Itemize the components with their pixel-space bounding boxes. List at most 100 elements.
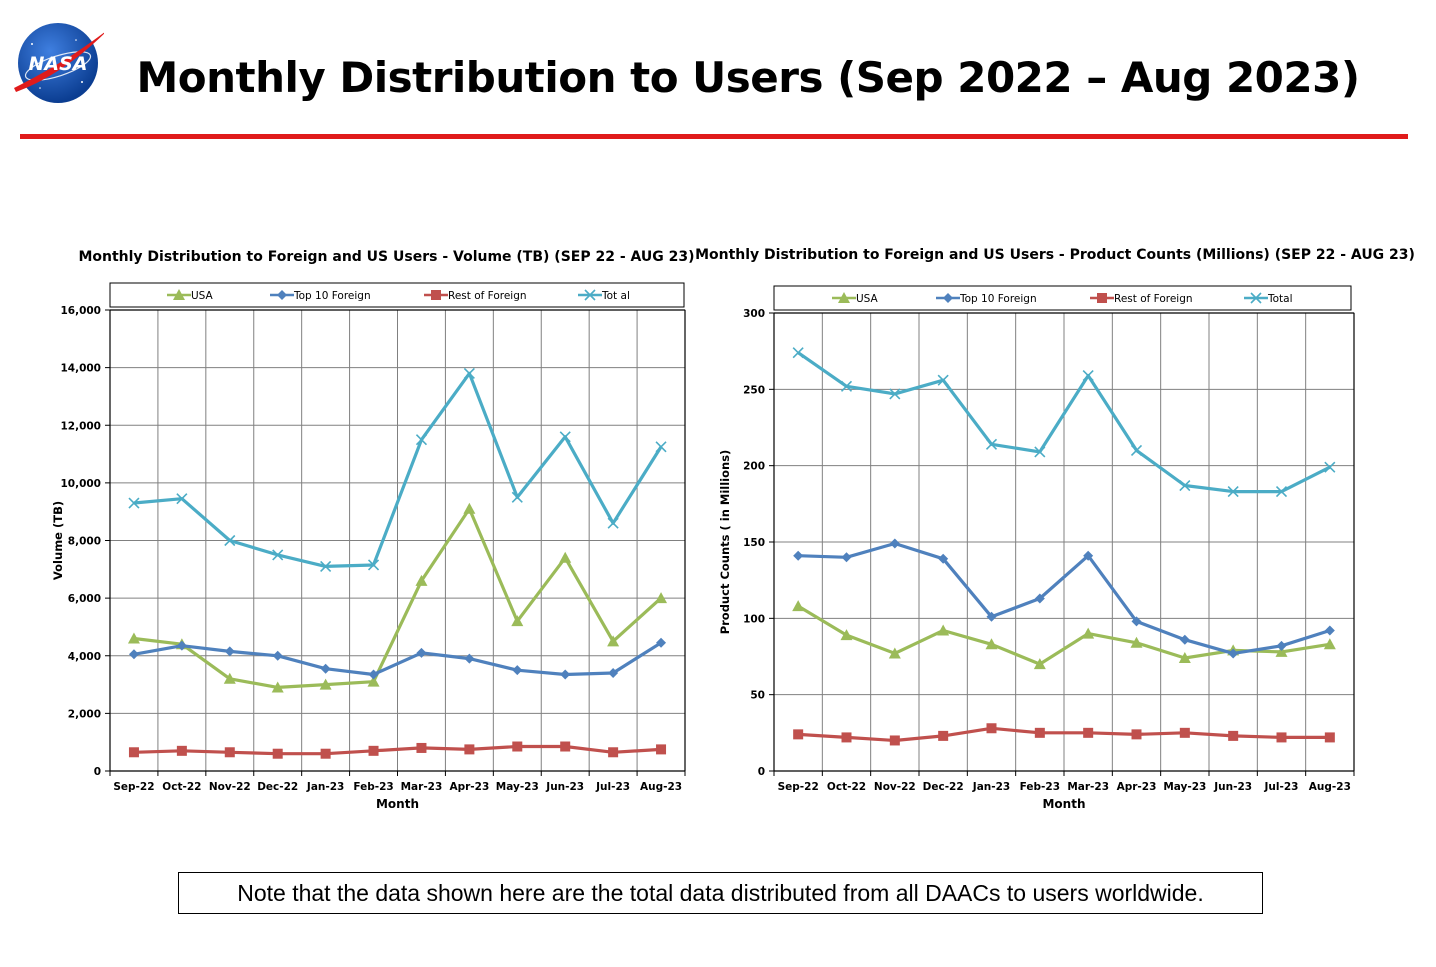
data-point xyxy=(1033,658,1046,670)
x-tick-label: Feb-23 xyxy=(353,781,393,793)
data-point xyxy=(938,730,949,741)
data-point xyxy=(224,747,235,758)
data-point xyxy=(560,741,571,752)
x-tick-label: Oct-22 xyxy=(162,781,201,793)
title-divider xyxy=(20,134,1408,139)
data-point xyxy=(559,551,572,563)
y-tick-label: 100 xyxy=(743,613,765,625)
y-tick-label: 14,000 xyxy=(60,363,101,375)
data-point xyxy=(1130,444,1143,456)
data-point xyxy=(224,646,235,657)
y-tick-label: 16,000 xyxy=(60,305,101,317)
data-point xyxy=(985,438,998,450)
x-tick-label: Jul-23 xyxy=(1264,781,1299,793)
series-line xyxy=(797,351,1331,494)
series-line xyxy=(798,726,1330,743)
chart-title: Monthly Distribution to Foreign and US U… xyxy=(695,247,1415,263)
data-point xyxy=(889,735,900,746)
x-tick-label: May-23 xyxy=(1163,781,1206,793)
data-point xyxy=(127,632,140,644)
data-point xyxy=(792,600,805,612)
data-point xyxy=(1228,730,1239,741)
legend-triangle-marker xyxy=(173,289,185,300)
data-point xyxy=(319,678,332,690)
data-point xyxy=(1034,446,1046,458)
data-point xyxy=(1276,732,1287,743)
legend-label: Rest of Foreign xyxy=(1114,293,1193,305)
x-tick-label: Dec-22 xyxy=(257,781,298,793)
data-point xyxy=(607,517,619,529)
x-axis-label: Month xyxy=(1042,797,1085,811)
data-point xyxy=(320,748,331,759)
data-point xyxy=(1178,652,1191,664)
data-point xyxy=(463,502,476,514)
data-point xyxy=(128,747,139,758)
data-point xyxy=(607,635,620,647)
y-tick-label: 0 xyxy=(94,766,101,778)
data-point xyxy=(512,741,523,752)
data-point xyxy=(1083,550,1094,561)
y-tick-label: 4,000 xyxy=(68,651,101,663)
x-tick-label: Apr-23 xyxy=(1117,781,1157,793)
x-tick-label: Apr-23 xyxy=(449,781,489,793)
page-title: Monthly Distribution to Users (Sep 2022 … xyxy=(136,53,1360,102)
legend-x-marker xyxy=(1250,292,1262,304)
data-point xyxy=(608,747,619,758)
legend-label: USA xyxy=(856,293,879,305)
data-point xyxy=(416,647,427,658)
data-point xyxy=(415,574,428,586)
data-point xyxy=(986,723,997,734)
legend-label: Tot al xyxy=(601,290,630,302)
data-point xyxy=(415,434,428,446)
data-point xyxy=(464,653,475,664)
data-point xyxy=(559,431,571,443)
data-point xyxy=(1034,593,1045,604)
x-tick-label: Jun-23 xyxy=(545,781,584,793)
data-point xyxy=(793,729,804,740)
data-point xyxy=(1179,727,1190,738)
data-point xyxy=(1131,616,1142,627)
y-tick-label: 12,000 xyxy=(60,420,101,432)
data-point xyxy=(416,742,427,753)
legend-label: Rest of Foreign xyxy=(448,290,527,302)
y-tick-label: 8,000 xyxy=(68,536,101,548)
data-point xyxy=(1228,648,1239,659)
x-tick-label: Nov-22 xyxy=(209,781,251,793)
legend-label: Top 10 Foreign xyxy=(293,290,371,302)
y-tick-label: 150 xyxy=(743,537,765,549)
series-line xyxy=(133,371,663,568)
data-point xyxy=(937,374,949,386)
x-tick-label: Sep-22 xyxy=(778,781,819,793)
data-point xyxy=(841,732,852,743)
data-point xyxy=(176,640,187,651)
legend-diamond-marker xyxy=(277,290,287,300)
product-counts-chart: Monthly Distribution to Foreign and US U… xyxy=(695,247,1415,811)
data-point xyxy=(938,553,949,564)
y-tick-label: 250 xyxy=(743,384,765,396)
data-point xyxy=(656,744,667,755)
series-line xyxy=(133,507,663,689)
data-point xyxy=(320,560,332,572)
legend-label: Top 10 Foreign xyxy=(959,293,1037,305)
y-axis-label: Product Counts ( in Millions) xyxy=(718,450,732,635)
data-point xyxy=(367,675,380,687)
data-point xyxy=(937,624,950,636)
data-point xyxy=(176,745,187,756)
data-point xyxy=(986,611,997,622)
x-tick-label: Oct-22 xyxy=(827,781,866,793)
series-line xyxy=(133,744,662,756)
data-point xyxy=(1082,370,1094,382)
x-tick-label: Jun-23 xyxy=(1213,781,1252,793)
y-tick-label: 6,000 xyxy=(68,593,101,605)
x-tick-label: Jul-23 xyxy=(595,781,630,793)
legend-x-marker xyxy=(584,289,596,301)
data-point xyxy=(271,681,284,693)
data-point xyxy=(463,367,475,379)
data-point xyxy=(560,669,571,680)
chart-title: Monthly Distribution to Foreign and US U… xyxy=(78,249,694,265)
data-point xyxy=(511,491,523,503)
legend-label: USA xyxy=(191,290,214,302)
data-point xyxy=(1324,732,1335,743)
data-point xyxy=(511,615,524,627)
data-point xyxy=(608,668,619,679)
